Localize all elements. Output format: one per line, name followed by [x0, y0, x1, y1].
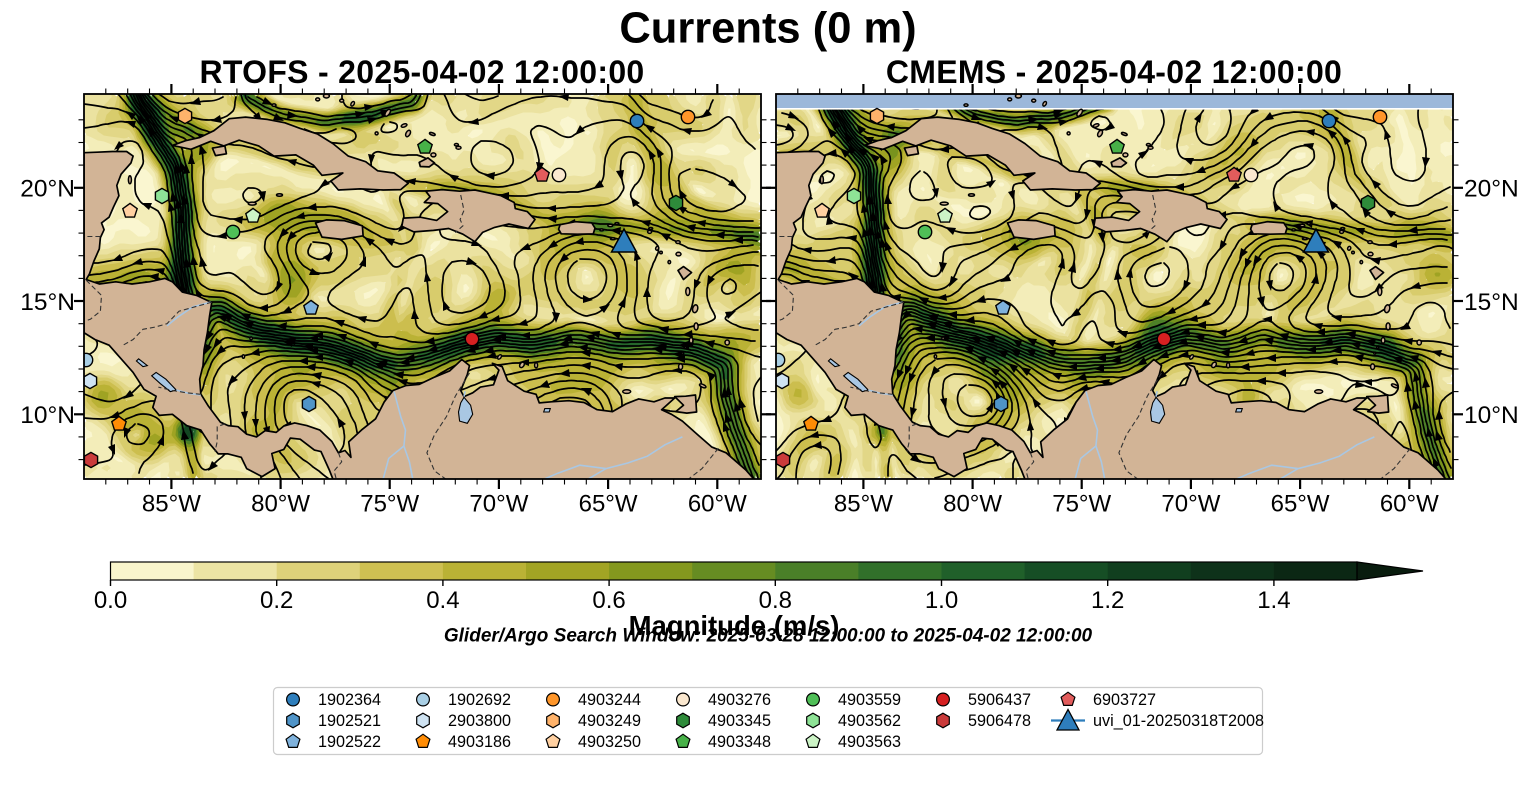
- svg-text:15°N: 15°N: [1464, 289, 1519, 316]
- svg-text:75°W: 75°W: [360, 491, 419, 518]
- svg-text:1902522: 1902522: [318, 733, 381, 751]
- svg-text:60°W: 60°W: [1380, 491, 1439, 518]
- svg-text:4903250: 4903250: [578, 733, 641, 751]
- svg-text:CMEMS - 2025-04-02 12:00:00: CMEMS - 2025-04-02 12:00:00: [886, 54, 1342, 90]
- svg-text:Magnitude (m/s): Magnitude (m/s): [629, 610, 840, 641]
- svg-text:70°W: 70°W: [1161, 491, 1220, 518]
- svg-text:70°W: 70°W: [469, 491, 528, 518]
- svg-text:75°W: 75°W: [1052, 491, 1111, 518]
- svg-text:15°N: 15°N: [20, 289, 75, 316]
- svg-text:20°N: 20°N: [1464, 176, 1519, 203]
- svg-text:2903800: 2903800: [448, 712, 511, 730]
- svg-text:5906437: 5906437: [968, 691, 1031, 709]
- svg-text:4903244: 4903244: [578, 691, 641, 709]
- svg-text:1.4: 1.4: [1257, 587, 1290, 614]
- svg-text:0.2: 0.2: [260, 587, 293, 614]
- svg-text:85°W: 85°W: [142, 491, 201, 518]
- svg-text:uvi_01-20250318T2008: uvi_01-20250318T2008: [1093, 712, 1264, 730]
- svg-text:20°N: 20°N: [20, 176, 75, 203]
- svg-text:1.0: 1.0: [925, 587, 958, 614]
- svg-text:4903345: 4903345: [708, 712, 771, 730]
- svg-text:5906478: 5906478: [968, 712, 1031, 730]
- svg-text:0.6: 0.6: [592, 587, 625, 614]
- svg-text:4903249: 4903249: [578, 712, 641, 730]
- svg-text:4903562: 4903562: [838, 712, 901, 730]
- svg-text:Currents (0 m): Currents (0 m): [619, 5, 916, 53]
- svg-text:4903276: 4903276: [708, 691, 771, 709]
- svg-text:65°W: 65°W: [1271, 491, 1330, 518]
- svg-text:60°W: 60°W: [688, 491, 747, 518]
- svg-text:1902364: 1902364: [318, 691, 381, 709]
- svg-text:65°W: 65°W: [579, 491, 638, 518]
- svg-text:0.0: 0.0: [94, 587, 127, 614]
- svg-text:1.2: 1.2: [1091, 587, 1124, 614]
- svg-text:4903563: 4903563: [838, 733, 901, 751]
- svg-text:6903727: 6903727: [1093, 691, 1156, 709]
- svg-text:Glider/Argo Search Window: 202: Glider/Argo Search Window: 2025-03-28 12…: [444, 626, 1093, 647]
- svg-text:10°N: 10°N: [20, 402, 75, 429]
- svg-text:4903186: 4903186: [448, 733, 511, 751]
- svg-text:80°W: 80°W: [943, 491, 1002, 518]
- svg-text:4903348: 4903348: [708, 733, 771, 751]
- svg-text:1902692: 1902692: [448, 691, 511, 709]
- svg-text:85°W: 85°W: [834, 491, 893, 518]
- svg-text:RTOFS - 2025-04-02 12:00:00: RTOFS - 2025-04-02 12:00:00: [199, 54, 644, 90]
- svg-text:0.8: 0.8: [759, 587, 792, 614]
- svg-text:1902521: 1902521: [318, 712, 381, 730]
- svg-text:10°N: 10°N: [1464, 402, 1519, 429]
- svg-text:4903559: 4903559: [838, 691, 901, 709]
- svg-text:80°W: 80°W: [251, 491, 310, 518]
- svg-text:0.4: 0.4: [426, 587, 459, 614]
